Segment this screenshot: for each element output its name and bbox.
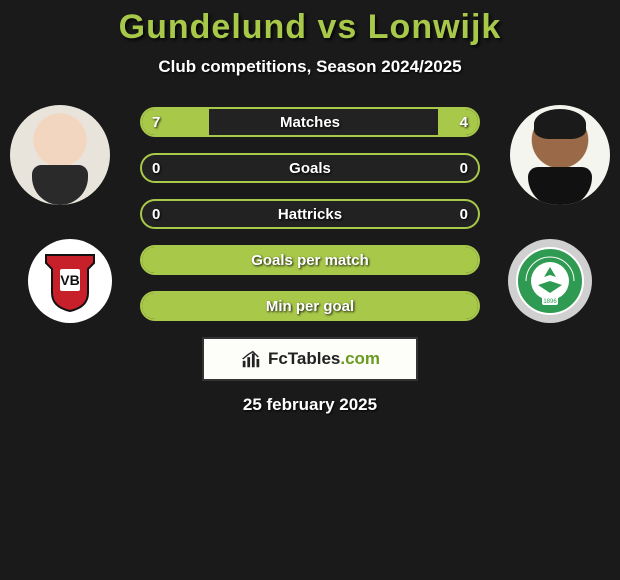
stat-value-left: 0 bbox=[152, 160, 160, 177]
brand-name: FcTables bbox=[268, 349, 340, 368]
stat-label: Matches bbox=[280, 114, 340, 131]
stat-value-right: 0 bbox=[460, 160, 468, 177]
stat-row: Goals per match bbox=[140, 245, 480, 275]
stats-area: VB 1896 7 4 Matches 0 0 Goals 0 0 Hattricks Goals… bbox=[0, 105, 620, 321]
date-text: 25 february 2025 bbox=[0, 395, 620, 415]
club-left-badge: VB bbox=[28, 239, 112, 323]
player-right-avatar bbox=[510, 105, 610, 205]
stat-value-left: 7 bbox=[152, 114, 160, 131]
stat-label: Hattricks bbox=[278, 206, 342, 223]
stat-row: Min per goal bbox=[140, 291, 480, 321]
subtitle: Club competitions, Season 2024/2025 bbox=[0, 57, 620, 77]
stat-value-right: 4 bbox=[460, 114, 468, 131]
stat-row: 0 0 Hattricks bbox=[140, 199, 480, 229]
stat-label: Goals per match bbox=[251, 252, 369, 269]
brand-text: FcTables.com bbox=[268, 349, 380, 369]
svg-text:VB: VB bbox=[60, 272, 79, 288]
player-left-avatar bbox=[10, 105, 110, 205]
stat-fill-right bbox=[438, 109, 478, 135]
brand-link[interactable]: FcTables.com bbox=[202, 337, 418, 381]
stat-rows: 7 4 Matches 0 0 Goals 0 0 Hattricks Goals per mat… bbox=[140, 105, 480, 321]
page-title: Gundelund vs Lonwijk bbox=[0, 8, 620, 47]
club-right-icon: 1896 bbox=[514, 245, 586, 317]
stat-row: 0 0 Goals bbox=[140, 153, 480, 183]
bar-chart-icon bbox=[240, 348, 262, 370]
svg-text:1896: 1896 bbox=[543, 299, 557, 305]
stat-value-right: 0 bbox=[460, 206, 468, 223]
brand-domain: .com bbox=[340, 349, 380, 368]
club-left-icon: VB bbox=[38, 249, 102, 313]
stat-row: 7 4 Matches bbox=[140, 107, 480, 137]
stat-label: Min per goal bbox=[266, 298, 354, 315]
stat-label: Goals bbox=[289, 160, 331, 177]
stat-value-left: 0 bbox=[152, 206, 160, 223]
club-right-badge: 1896 bbox=[508, 239, 592, 323]
